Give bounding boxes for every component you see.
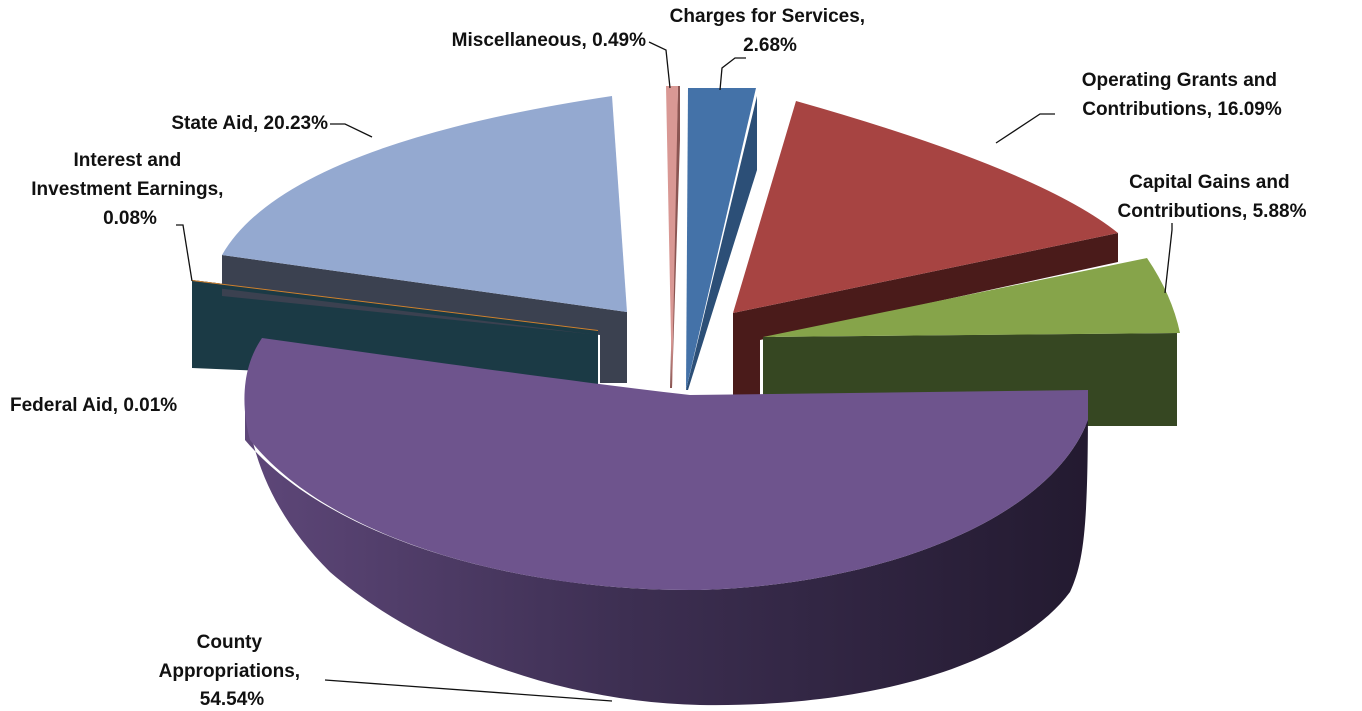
county-leader bbox=[324, 679, 613, 702]
federal-slice bbox=[192, 280, 598, 335]
leader-lines bbox=[176, 41, 1173, 702]
operating-label: Operating Grants and Contributions, 16.0… bbox=[1082, 70, 1283, 120]
capital-label: Capital Gains and Contributions, 5.88% bbox=[1118, 172, 1307, 222]
charges-label-line: 2.68% bbox=[743, 35, 797, 56]
capital-label-line: Contributions, 5.88% bbox=[1118, 201, 1307, 222]
capital-leader bbox=[1164, 223, 1173, 294]
county-label-line: County bbox=[197, 632, 263, 653]
county-slice bbox=[244, 338, 1088, 591]
interest-label-line: Investment Earnings, bbox=[31, 179, 223, 200]
operating-label-line: Operating Grants and bbox=[1082, 70, 1277, 91]
misc-label: Miscellaneous, 0.49% bbox=[452, 30, 646, 51]
slice-tops bbox=[192, 86, 1180, 591]
interest-label-line: Interest and bbox=[74, 150, 182, 171]
charges-label: Charges for Services, 2.68% bbox=[670, 6, 871, 56]
interest-leader bbox=[176, 224, 193, 282]
misc-leader bbox=[648, 41, 671, 89]
state-slice-wall bbox=[222, 255, 627, 383]
operating-label-line: Contributions, 16.09% bbox=[1082, 99, 1282, 120]
operating-slice-wall bbox=[733, 233, 1118, 395]
charges-label-line: Charges for Services, bbox=[670, 6, 865, 27]
charges-slice bbox=[686, 88, 756, 390]
interest-slice bbox=[192, 280, 598, 331]
county-label-line: Appropriations, bbox=[159, 661, 300, 682]
county-label-line: 54.54% bbox=[200, 689, 265, 710]
county-slice-side bbox=[245, 395, 1088, 706]
state-label-line: State Aid, 20.23% bbox=[171, 113, 328, 134]
charges-leader bbox=[719, 57, 746, 91]
county-label: County Appropriations, 54.54% bbox=[159, 632, 306, 710]
state-label: State Aid, 20.23% bbox=[171, 113, 328, 134]
state-slice bbox=[222, 96, 627, 312]
misc-label-line: Miscellaneous, 0.49% bbox=[452, 30, 646, 51]
capital-label-line: Capital Gains and bbox=[1129, 172, 1289, 193]
capital-slice bbox=[763, 258, 1180, 337]
misc-slice bbox=[666, 86, 678, 388]
interest-label: Interest and Investment Earnings, 0.08% bbox=[31, 150, 228, 229]
slice-labels: Charges for Services, 2.68% Operating Gr… bbox=[10, 6, 1307, 710]
state-leader bbox=[330, 123, 373, 138]
charges-slice-wall bbox=[686, 96, 757, 390]
federal-label: Federal Aid, 0.01% bbox=[10, 395, 177, 416]
federal-label-line: Federal Aid, 0.01% bbox=[10, 395, 177, 416]
operating-slice bbox=[733, 101, 1118, 313]
interest-label-line: 0.08% bbox=[103, 208, 157, 229]
operating-leader bbox=[995, 113, 1055, 144]
